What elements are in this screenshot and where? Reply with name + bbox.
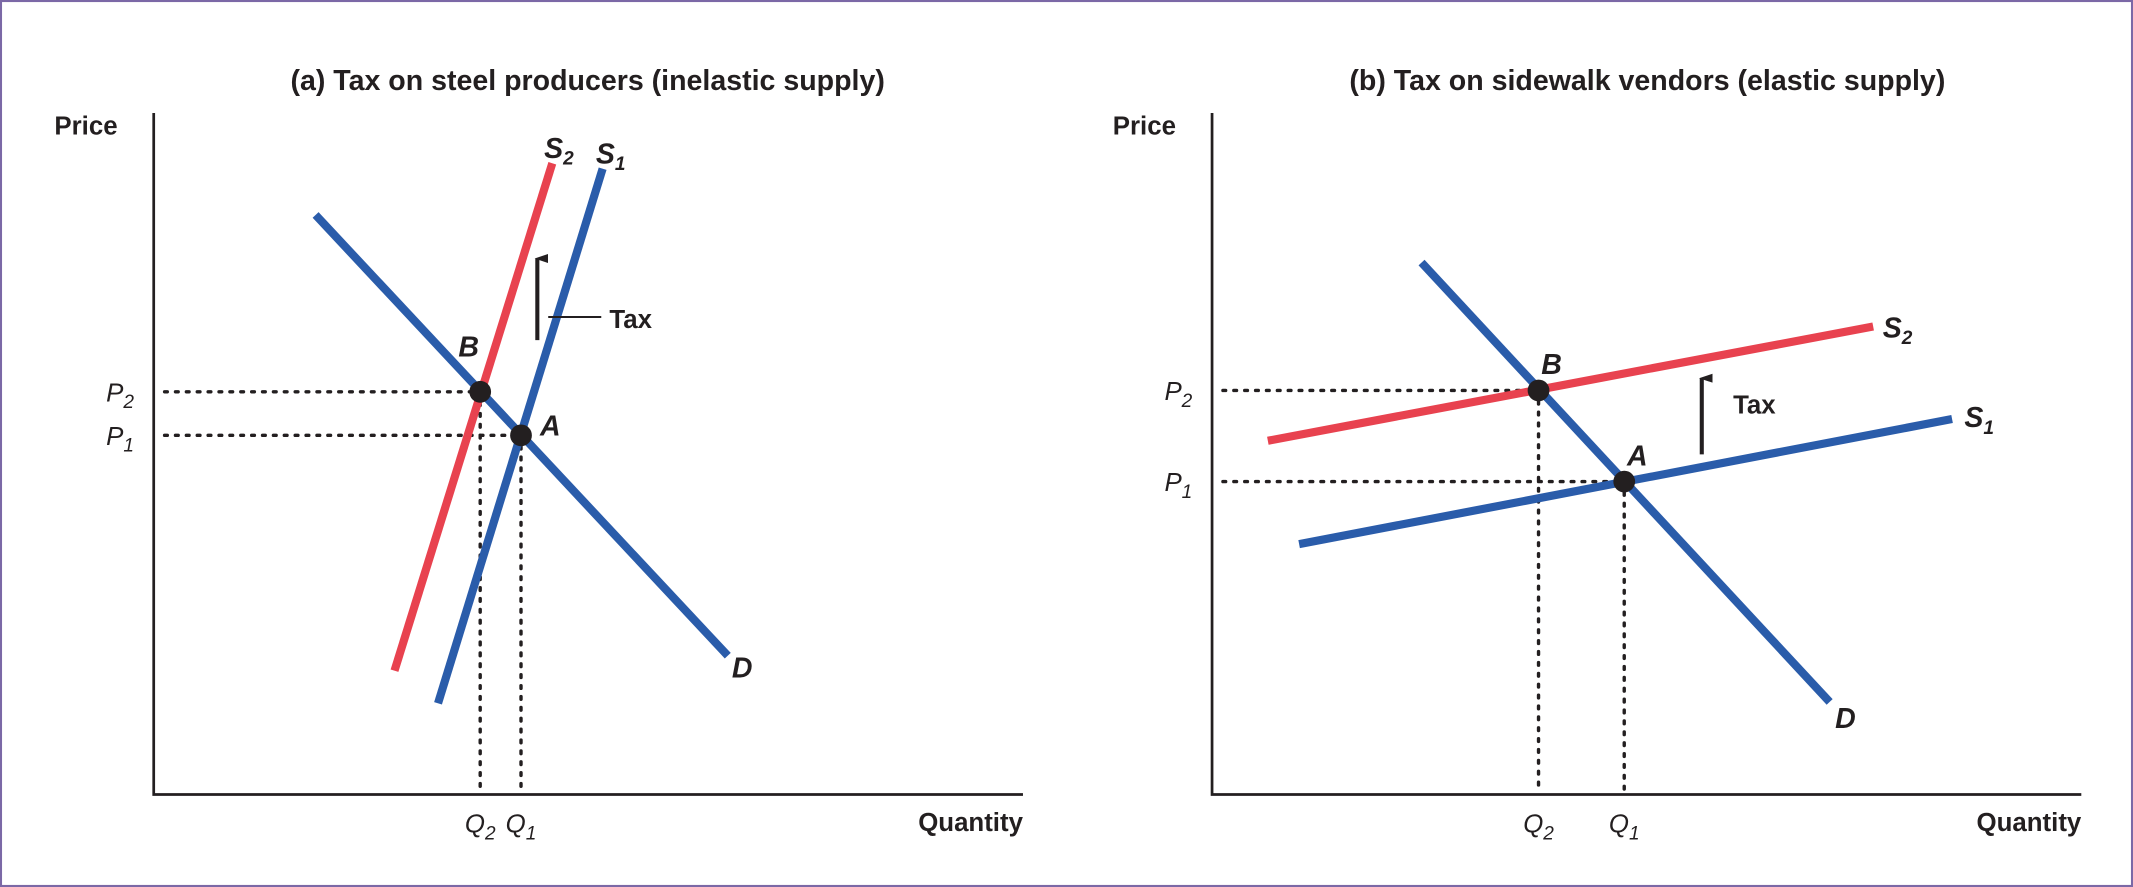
point-a-label: A xyxy=(539,410,561,442)
supply-2-label-sub: 2 xyxy=(562,149,574,170)
price-label-letter: P xyxy=(106,379,124,407)
quantity-label: Q1 xyxy=(1609,811,1640,845)
y-axis-label: Price xyxy=(54,113,117,141)
point-a-label: A xyxy=(1626,440,1648,472)
price-label: P1 xyxy=(1164,469,1192,503)
price-label: P2 xyxy=(106,379,134,413)
supply-curve-2 xyxy=(390,162,557,672)
demand-label: D xyxy=(732,652,753,684)
price-label-sub: 1 xyxy=(1182,482,1193,503)
point-b-label: B xyxy=(458,331,479,363)
point-b xyxy=(1527,379,1550,402)
supply-1-label-sub: 1 xyxy=(1983,418,1994,439)
supply-2-label: S2 xyxy=(1883,312,1913,349)
quantity-label-sub: 2 xyxy=(484,823,496,844)
quantity-label-letter: Q xyxy=(1609,811,1629,839)
price-label-letter: P xyxy=(1164,378,1182,406)
point-a xyxy=(1613,470,1636,493)
quantity-label-letter: Q xyxy=(465,811,485,839)
price-label-sub: 1 xyxy=(123,436,134,457)
price-label-sub: 2 xyxy=(122,392,134,413)
quantity-label: Q1 xyxy=(506,811,537,845)
supply-1-label-letter: S xyxy=(596,138,615,170)
x-axis-label: Quantity xyxy=(1977,809,2082,837)
quantity-label-letter: Q xyxy=(506,811,526,839)
quantity-label-sub: 1 xyxy=(1629,823,1640,844)
x-axis-label: Quantity xyxy=(918,809,1023,837)
point-b-label: B xyxy=(1541,349,1562,381)
quantity-label-letter: Q xyxy=(1523,811,1543,839)
quantity-label: Q2 xyxy=(1523,811,1554,845)
supply-1-label: S1 xyxy=(596,138,626,175)
supply-1-label-sub: 1 xyxy=(615,154,626,175)
panel-title: (a) Tax on steel producers (inelastic su… xyxy=(290,65,884,97)
axes xyxy=(1210,112,2082,796)
point-b xyxy=(469,380,492,403)
price-label-sub: 2 xyxy=(1181,391,1193,412)
price-label: P2 xyxy=(1164,378,1192,412)
panel-title: (b) Tax on sidewalk vendors (elastic sup… xyxy=(1349,65,1945,97)
supply-2-label-letter: S xyxy=(544,133,563,165)
supply-1-label-letter: S xyxy=(1964,402,1983,434)
supply-2-label: S2 xyxy=(544,133,574,170)
point-a xyxy=(510,424,532,447)
tax-label: Tax xyxy=(609,306,652,334)
panel: (a) Tax on steel producers (inelastic su… xyxy=(54,65,1023,845)
supply-2-label-letter: S xyxy=(1883,312,1902,344)
price-label: P1 xyxy=(106,423,134,457)
quantity-label-sub: 2 xyxy=(1542,823,1554,844)
demand-label: D xyxy=(1835,703,1856,735)
quantity-label: Q2 xyxy=(465,811,496,845)
tax-label: Tax xyxy=(1733,392,1776,420)
quantity-label-sub: 1 xyxy=(526,823,537,844)
supply-curve-2 xyxy=(1267,322,1874,445)
panels: (a) Tax on steel producers (inelastic su… xyxy=(54,65,2082,845)
price-label-letter: P xyxy=(106,423,124,451)
price-label-letter: P xyxy=(1164,469,1182,497)
supply-2-label-sub: 2 xyxy=(1901,328,1913,349)
panel: (b) Tax on sidewalk vendors (elastic sup… xyxy=(1113,65,2082,845)
axes xyxy=(152,112,1023,796)
y-axis-label: Price xyxy=(1113,113,1176,141)
supply-1-label: S1 xyxy=(1964,402,1994,439)
